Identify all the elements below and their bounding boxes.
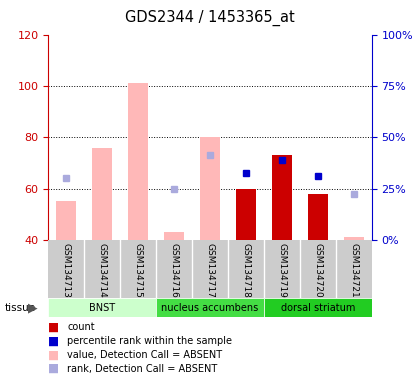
Bar	[236, 189, 256, 240]
Bar	[264, 298, 372, 317]
Text: GSM134713: GSM134713	[62, 243, 71, 298]
Bar	[156, 298, 264, 317]
Text: count: count	[67, 322, 95, 332]
Text: ■: ■	[48, 334, 59, 348]
Bar	[200, 137, 220, 240]
Bar	[56, 202, 76, 240]
Text: ■: ■	[48, 362, 59, 375]
Text: GSM134714: GSM134714	[98, 243, 107, 298]
Text: rank, Detection Call = ABSENT: rank, Detection Call = ABSENT	[67, 364, 218, 374]
Bar	[92, 147, 112, 240]
Text: GDS2344 / 1453365_at: GDS2344 / 1453365_at	[125, 10, 295, 26]
Bar	[48, 298, 156, 317]
Text: ▶: ▶	[28, 301, 37, 314]
Text: GSM134715: GSM134715	[134, 243, 143, 298]
Text: BNST: BNST	[89, 303, 115, 313]
Bar	[344, 237, 364, 240]
Text: GSM134719: GSM134719	[277, 243, 286, 298]
Text: value, Detection Call = ABSENT: value, Detection Call = ABSENT	[67, 350, 222, 360]
Text: GSM134716: GSM134716	[170, 243, 178, 298]
Text: tissue: tissue	[4, 303, 35, 313]
Bar	[128, 83, 148, 240]
Text: nucleus accumbens: nucleus accumbens	[161, 303, 259, 313]
Text: GSM134721: GSM134721	[349, 243, 358, 298]
Text: GSM134717: GSM134717	[205, 243, 215, 298]
Text: ■: ■	[48, 321, 59, 334]
Text: GSM134718: GSM134718	[241, 243, 250, 298]
Text: ■: ■	[48, 348, 59, 361]
Bar	[164, 232, 184, 240]
Text: GSM134720: GSM134720	[313, 243, 322, 298]
Bar	[308, 194, 328, 240]
Text: dorsal striatum: dorsal striatum	[281, 303, 355, 313]
Bar	[272, 155, 292, 240]
Text: percentile rank within the sample: percentile rank within the sample	[67, 336, 232, 346]
